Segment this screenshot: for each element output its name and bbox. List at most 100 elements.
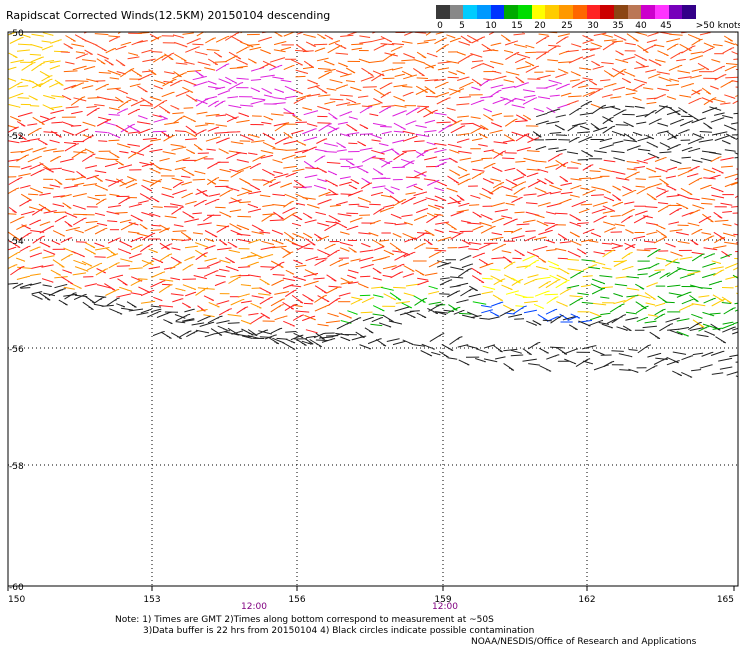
wind-barb [702, 311, 715, 317]
wind-barb [274, 291, 289, 295]
wind-barb [688, 148, 701, 153]
wind-barb [193, 143, 203, 151]
latitude-label: -54 [9, 237, 24, 247]
wind-barb [388, 320, 403, 325]
wind-barb [643, 44, 657, 52]
latitude-label: -50 [9, 29, 24, 39]
wind-barb [667, 144, 681, 151]
wind-barb [65, 61, 75, 65]
wind-barb [142, 58, 156, 63]
wind-barb [381, 131, 392, 135]
wind-barb [161, 186, 172, 191]
wind-barb [317, 122, 331, 124]
wind-barb [95, 198, 107, 206]
wind-barb [654, 105, 668, 114]
wind-barb [8, 177, 23, 185]
wind-barb [414, 297, 428, 306]
wind-barb [666, 268, 682, 278]
wind-barb [646, 167, 657, 173]
wind-barb [159, 114, 168, 120]
wind-barb [557, 257, 568, 260]
wind-barb [52, 259, 65, 268]
wind-barb [456, 209, 469, 213]
wind-barb [285, 95, 297, 99]
wind-barb [43, 60, 55, 63]
wind-barb [582, 345, 597, 350]
wind-barb [237, 215, 252, 218]
wind-barb [346, 225, 359, 231]
wind-barb [427, 179, 440, 186]
wind-barb [295, 310, 310, 313]
wind-barb [32, 235, 45, 244]
wind-barb [250, 314, 266, 324]
wind-barb [8, 52, 18, 59]
wind-barb [548, 147, 559, 150]
wind-barb [602, 188, 612, 194]
wind-barb [403, 292, 415, 297]
wind-barb [38, 291, 51, 301]
wind-barb [108, 113, 120, 116]
legend-label: 20 [534, 21, 546, 31]
wind-barb [669, 78, 680, 82]
wind-barb [18, 173, 31, 177]
wind-barb [389, 195, 401, 204]
wind-barb [29, 187, 43, 194]
wind-barb [259, 336, 272, 338]
wind-barb [58, 299, 68, 306]
wind-barb [359, 124, 369, 130]
legend-swatch [531, 5, 546, 19]
wind-barb [285, 269, 295, 275]
legend-swatch [449, 5, 464, 19]
wind-barb [153, 99, 168, 109]
wind-barb [655, 257, 667, 261]
wind-barb [108, 36, 121, 42]
wind-barb [436, 262, 452, 268]
wind-barb [182, 211, 195, 219]
wind-barb [536, 74, 551, 80]
wind-barb [626, 145, 641, 151]
wind-barb [64, 220, 73, 227]
wind-barb [304, 338, 314, 345]
wind-barb [50, 130, 62, 138]
wind-barb [713, 44, 723, 47]
wind-barb [403, 221, 413, 226]
wind-barb [413, 215, 428, 221]
wind-barb [305, 167, 319, 170]
wind-barb [482, 277, 493, 280]
wind-barb [523, 278, 538, 286]
wind-barb [582, 39, 594, 44]
wind-barb [501, 284, 513, 291]
wind-barb [670, 159, 682, 164]
wind-barb [622, 56, 636, 61]
wind-barb [359, 249, 374, 253]
wind-barb [405, 107, 420, 116]
wind-barb [325, 179, 339, 187]
wind-barb [284, 303, 297, 312]
wind-barb [372, 277, 382, 281]
wind-barb [413, 191, 428, 197]
wind-barb [426, 214, 441, 224]
wind-barb [472, 252, 486, 259]
wind-barb [479, 262, 494, 269]
wind-barb [130, 279, 143, 287]
wind-barb [657, 50, 669, 57]
wind-barb [636, 160, 648, 164]
wind-barb [360, 133, 373, 135]
wind-barb [513, 33, 525, 36]
wind-barb [732, 327, 738, 331]
wind-barb [564, 358, 577, 365]
wind-barb [665, 83, 679, 87]
wind-barb [458, 268, 472, 278]
wind-barb [217, 325, 228, 331]
wind-barb [48, 289, 63, 297]
wind-barb [622, 266, 634, 271]
wind-barb [676, 202, 689, 210]
wind-barb [104, 98, 119, 102]
wind-barb [290, 59, 303, 66]
wind-barb [98, 71, 111, 74]
wind-barb [458, 54, 473, 63]
wind-barb [657, 130, 669, 134]
wind-barb [428, 303, 443, 312]
wind-barb [73, 151, 87, 154]
wind-barb [96, 58, 106, 65]
